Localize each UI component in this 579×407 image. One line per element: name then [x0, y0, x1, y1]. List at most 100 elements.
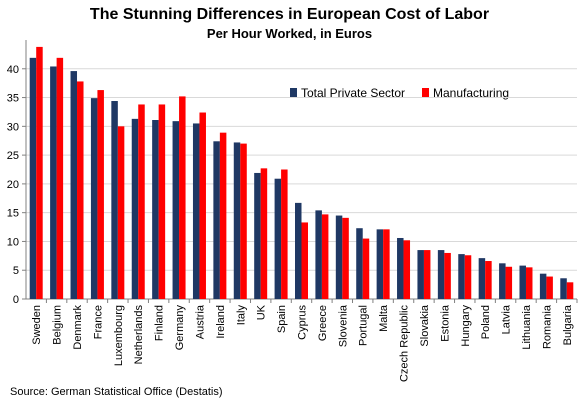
bar-total-private — [417, 250, 424, 299]
x-tick-label: Poland — [480, 305, 492, 339]
y-tick-label: 10 — [7, 236, 19, 248]
y-tick-label: 40 — [7, 64, 19, 76]
x-tick-label: Portugal — [358, 305, 370, 346]
bar-manufacturing — [362, 238, 370, 299]
y-tick-label: 5 — [13, 265, 19, 277]
x-tick-label: Hungary — [460, 305, 472, 347]
bar-manufacturing — [219, 132, 227, 299]
bar-manufacturing — [240, 143, 247, 299]
bar-manufacturing — [301, 222, 308, 299]
bar-total-private — [539, 273, 547, 299]
bar-total-private — [499, 263, 506, 299]
x-tick-label: Romania — [541, 304, 553, 349]
x-tick-label: Slovenia — [337, 304, 349, 347]
bar-total-private — [233, 142, 241, 299]
bar-total-private — [478, 258, 486, 299]
bar-total-private — [29, 57, 37, 299]
bar-manufacturing — [485, 261, 492, 299]
bar-manufacturing — [444, 252, 451, 299]
x-tick-label: Germany — [174, 305, 186, 351]
y-tick-label: 15 — [7, 208, 19, 220]
x-tick-label: Denmark — [72, 305, 84, 350]
x-tick-label: Finland — [154, 305, 166, 341]
chart-subtitle: Per Hour Worked, in Euros — [206, 26, 373, 41]
legend-label-manufacturing: Manufacturing — [433, 86, 510, 100]
bar-total-private — [274, 178, 282, 299]
x-tick-label: Netherlands — [133, 305, 145, 365]
bar-total-private — [192, 123, 200, 299]
bar-manufacturing — [566, 282, 574, 299]
bar-manufacturing — [321, 214, 329, 299]
x-tick-label: Greece — [317, 305, 329, 341]
x-tick-label: France — [92, 305, 104, 339]
bar-manufacturing — [36, 46, 43, 300]
bar-manufacturing — [342, 217, 349, 299]
bar-manufacturing — [179, 96, 186, 299]
bar-total-private — [335, 215, 343, 299]
bar-total-private — [213, 141, 220, 299]
bar-total-private — [50, 66, 57, 299]
x-tick-label: Czech Republic — [399, 305, 411, 383]
bar-total-private — [295, 202, 302, 299]
bar-total-private — [152, 120, 159, 299]
x-tick-label: Italy — [235, 305, 247, 326]
bar-manufacturing — [260, 168, 268, 299]
x-tick-label: Belgium — [52, 305, 64, 345]
bar-total-private — [356, 228, 363, 299]
bar-manufacturing — [464, 255, 472, 299]
y-tick-label: 0 — [13, 294, 19, 306]
chart-title: The Stunning Differences in European Cos… — [89, 6, 490, 23]
legend-swatch-manufacturing — [422, 88, 429, 98]
bar-total-private — [172, 121, 180, 299]
bar-manufacturing — [403, 240, 411, 299]
bar-manufacturing — [281, 169, 288, 299]
x-tick-label: Luxembourg — [113, 305, 125, 366]
x-tick-label: Austria — [194, 304, 206, 339]
bar-manufacturing — [525, 267, 533, 299]
bar-manufacturing — [423, 250, 431, 299]
bar-manufacturing — [117, 126, 125, 299]
bar-total-private — [519, 265, 526, 299]
y-tick-label: 20 — [7, 179, 19, 191]
bar-total-private — [90, 98, 98, 300]
x-tick-label: Sweden — [31, 305, 43, 345]
y-tick-label: 25 — [7, 150, 19, 162]
bar-manufacturing — [383, 229, 390, 299]
bar-manufacturing — [546, 276, 553, 299]
x-tick-label: Lithuania — [521, 304, 533, 350]
bar-total-private — [458, 254, 465, 299]
bar-total-private — [560, 278, 567, 299]
bar-manufacturing — [56, 57, 64, 299]
y-tick-label: 35 — [7, 93, 19, 105]
bar-total-private — [254, 172, 261, 299]
bar-total-private — [437, 250, 445, 299]
x-tick-label: Malta — [378, 304, 390, 332]
bar-total-private — [111, 101, 118, 300]
legend-swatch-total-private — [290, 88, 297, 98]
x-tick-label: Bulgaria — [562, 304, 574, 345]
legend-item-manufacturing: Manufacturing — [422, 86, 509, 100]
bar-manufacturing — [77, 81, 84, 299]
bar-manufacturing — [505, 266, 513, 299]
x-tick-label: Latvia — [501, 304, 513, 334]
legend-label-total-private: Total Private Sector — [301, 86, 406, 100]
bar-manufacturing — [97, 90, 104, 299]
bar-manufacturing — [158, 104, 166, 299]
bar-manufacturing — [199, 112, 206, 300]
x-tick-label: Slovakia — [419, 304, 431, 346]
x-tick-label: Cyprus — [297, 305, 309, 340]
bar-total-private — [131, 118, 139, 300]
bar-total-private — [376, 229, 384, 299]
x-tick-label: Estonia — [439, 304, 451, 342]
legend-item-total-private: Total Private Sector — [290, 86, 405, 100]
x-tick-label: UK — [256, 304, 268, 320]
bar-manufacturing — [138, 104, 145, 299]
bar-total-private — [397, 237, 404, 299]
x-tick-label: Spain — [276, 305, 288, 333]
x-tick-label: Ireland — [215, 305, 227, 339]
bar-total-private — [70, 71, 78, 299]
source-note: Source: German Statistical Office (Desta… — [10, 386, 223, 398]
bar-total-private — [315, 210, 322, 299]
